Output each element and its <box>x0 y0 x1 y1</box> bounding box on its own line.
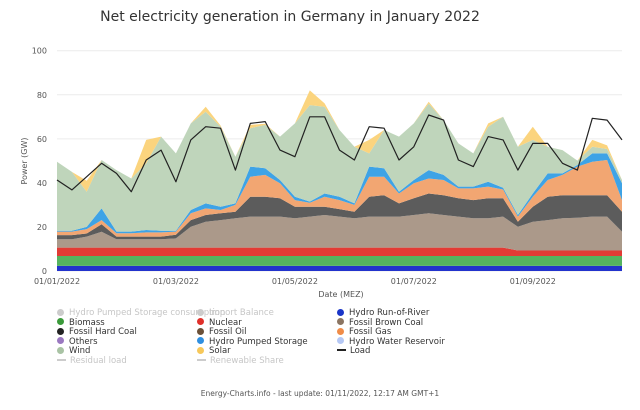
area-fossil-gas <box>57 160 622 237</box>
legend-item-hydro-water-reservoir[interactable]: Hydro Water Reservoir <box>337 337 445 347</box>
area-hydro-run-of-river <box>57 265 622 271</box>
legend-label: Biomass <box>69 317 105 328</box>
legend-line-marker-icon <box>57 359 66 361</box>
legend-item-biomass[interactable]: Biomass <box>57 318 105 328</box>
legend-item-renewable-share[interactable]: Renewable Share <box>197 356 284 366</box>
x-tick-label: 01/03/2022 <box>153 277 199 286</box>
legend-label: Others <box>69 336 98 347</box>
legend-label: Load <box>350 346 371 357</box>
legend-label: Hydro Pumped Storage consumption <box>69 308 226 318</box>
legend-line-marker-icon <box>197 359 206 361</box>
x-tick-label: 01/05/2022 <box>272 277 318 286</box>
legend-dot-marker-icon <box>337 308 344 316</box>
legend-label: Import Balance <box>209 308 274 318</box>
legend-label: Fossil Brown Coal <box>349 317 424 328</box>
x-axis-label: Date (MEZ) <box>318 290 363 299</box>
legend-label: Fossil Gas <box>349 327 392 338</box>
legend-dot-marker-icon <box>197 337 204 345</box>
legend-dot-marker-icon <box>337 327 344 335</box>
line-load <box>56 114 623 193</box>
y-tick-label: 60 <box>37 135 47 144</box>
legend-line-marker-icon <box>337 349 346 351</box>
legend-dot-marker-icon <box>337 318 344 326</box>
legend-label: Fossil Oil <box>209 327 247 338</box>
legend-item-fossil-gas[interactable]: Fossil Gas <box>337 327 391 337</box>
legend-dot-marker-icon <box>197 346 204 354</box>
legend-label: Residual load <box>70 356 127 366</box>
legend-item-hydro-pumped-storage[interactable]: Hydro Pumped Storage <box>197 337 308 347</box>
x-tick-label: 01/07/2022 <box>391 277 437 286</box>
legend-dot-marker-icon <box>197 308 204 316</box>
legend-label: Fossil Hard Coal <box>69 327 137 338</box>
legend-item-fossil-oil[interactable]: Fossil Oil <box>197 327 246 337</box>
legend-label: Hydro Run-of-River <box>349 308 430 318</box>
x-axis-ticks: 01/01/2022 01/03/2022 01/05/2022 01/07/2022… <box>34 277 556 286</box>
legend-label: Renewable Share <box>210 356 284 366</box>
area-fossil-hard-coal <box>57 193 622 240</box>
legend-item-import-balance[interactable]: Import Balance <box>197 308 274 318</box>
legend-item-others[interactable]: Others <box>57 337 98 347</box>
area-solar <box>57 90 622 192</box>
legend-dot-marker-icon <box>197 318 204 326</box>
x-tick-label: 01/01/2022 <box>34 277 80 286</box>
footer-credit: Energy-Charts.info - last update: 01/11/… <box>200 389 440 398</box>
line-series <box>56 114 623 193</box>
legend-item-residual-load[interactable]: Residual load <box>57 356 127 366</box>
legend-dot-marker-icon <box>337 337 344 345</box>
legend-dot-marker-icon <box>57 327 64 335</box>
area-biomass <box>57 256 622 266</box>
chart-title: Net electricity generation in Germany in… <box>100 9 480 25</box>
area-wind <box>57 103 622 232</box>
y-tick-label: 100 <box>32 47 47 56</box>
y-tick-label: 80 <box>37 91 47 100</box>
legend-item-solar[interactable]: Solar <box>197 346 231 356</box>
legend-label: Hydro Pumped Storage <box>209 336 308 347</box>
y-tick-label: 0 <box>42 267 47 276</box>
y-axis-ticks: 0 20 40 60 80 100 <box>32 47 47 276</box>
legend-item-fossil-brown-coal[interactable]: Fossil Brown Coal <box>337 318 423 328</box>
legend-label: Wind <box>69 346 91 357</box>
legend-dot-marker-icon <box>57 337 64 345</box>
legend-item-load[interactable]: Load <box>337 346 370 356</box>
y-axis-label: Power (GW) <box>20 137 29 184</box>
stacked-areas <box>57 90 622 271</box>
legend-item-nuclear[interactable]: Nuclear <box>197 318 242 328</box>
legend-item-hydro-run-of-river[interactable]: Hydro Run-of-River <box>337 308 429 318</box>
legend-dot-marker-icon <box>197 327 204 335</box>
legend-dot-marker-icon <box>57 318 64 326</box>
legend-item-wind[interactable]: Wind <box>57 346 90 356</box>
legend-dot-marker-icon <box>57 346 64 354</box>
area-fossil-brown-coal <box>57 213 622 251</box>
area-nuclear <box>57 247 622 256</box>
y-tick-label: 40 <box>37 179 47 188</box>
y-tick-label: 20 <box>37 223 47 232</box>
legend-dot-marker-icon <box>57 308 64 316</box>
legend-label: Hydro Water Reservoir <box>349 336 445 347</box>
legend-label: Solar <box>209 346 231 357</box>
legend-label: Nuclear <box>209 317 242 328</box>
legend-item-fossil-hard-coal[interactable]: Fossil Hard Coal <box>57 327 137 337</box>
legend-item-hydro-pumped-storage-consumption[interactable]: Hydro Pumped Storage consumption <box>57 308 225 318</box>
x-tick-label: 01/09/2022 <box>510 277 556 286</box>
